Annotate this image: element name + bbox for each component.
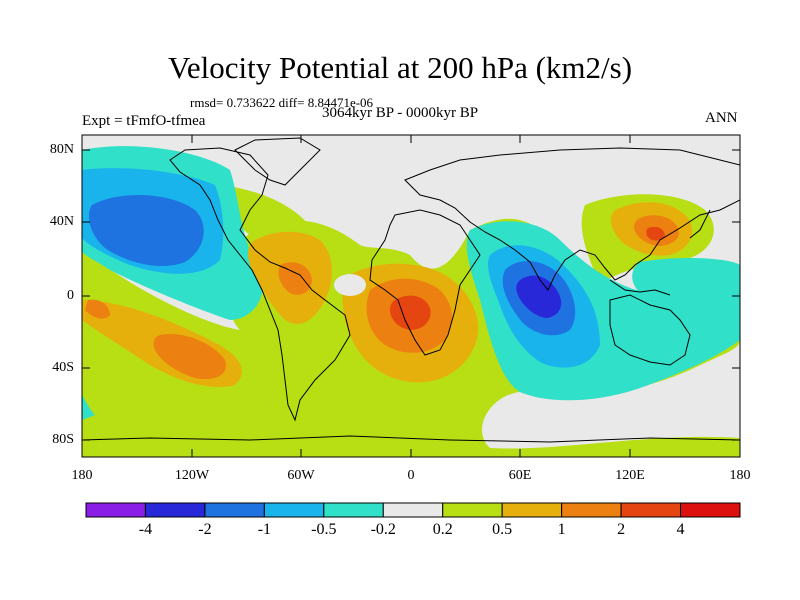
colorbar-swatch <box>620 502 682 518</box>
colorbar-label: 1 <box>557 521 566 538</box>
x-tick-label: 180 <box>729 468 751 483</box>
x-tick-label: 0 <box>407 468 415 483</box>
colorbar-swatch <box>263 502 325 518</box>
negative-core-pacific <box>88 194 204 267</box>
colorbar-swatch <box>501 502 563 518</box>
colorbar-label: 2 <box>617 521 626 538</box>
colorbar-label: 4 <box>676 521 685 538</box>
colorbar-label: 0.2 <box>432 521 453 538</box>
coastlines <box>82 137 740 443</box>
colorbar-swatch <box>85 502 146 518</box>
x-tick-label: 60E <box>508 468 532 483</box>
colorbar-swatch <box>323 502 384 518</box>
experiment-label: Expt = tFmfO-tfmea <box>82 113 206 129</box>
positive-core-gulf-of-guinea <box>390 295 431 330</box>
rmsd-diff-stats: rmsd= 0.733622 diff= 8.84471e-06 <box>190 95 374 110</box>
x-tick-label: 120E <box>615 468 645 483</box>
positive-region-north-america <box>219 185 320 247</box>
y-tick-label: 80S <box>52 432 74 447</box>
y-tick-label: 80N <box>49 142 74 157</box>
x-tick-label: 180 <box>71 468 93 483</box>
x-tick-label: 120W <box>174 468 210 483</box>
colorbar-label: -4 <box>138 521 153 538</box>
y-tick-label: 40N <box>49 214 74 229</box>
period-label: 3064kyr BP - 0000kyr BP <box>322 105 479 121</box>
colorbar-label: -0.5 <box>311 521 337 538</box>
map-title: Velocity Potential at 200 hPa (km2/s) <box>167 50 633 85</box>
colorbar-swatch <box>382 502 444 518</box>
contour-field <box>82 135 740 457</box>
colorbar-swatch <box>204 502 265 518</box>
negative-region-west-pacific <box>632 258 740 303</box>
colorbar-swatch <box>144 502 206 518</box>
colorbar-label: -0.2 <box>370 521 396 538</box>
colorbar-label: -1 <box>257 521 272 538</box>
y-tick-label: 0 <box>67 288 74 303</box>
colorbar-label: 0.5 <box>492 521 513 538</box>
y-tick-label: 40S <box>52 360 74 375</box>
colorbar <box>85 502 741 518</box>
colorbar-swatch <box>561 502 622 518</box>
axis-ticks <box>81 135 741 457</box>
colorbar-swatch <box>680 502 741 518</box>
x-tick-label: 60W <box>287 468 315 483</box>
colorbar-label: -2 <box>198 521 212 538</box>
season-label: ANN <box>705 110 738 126</box>
colorbar-swatch <box>442 502 503 518</box>
